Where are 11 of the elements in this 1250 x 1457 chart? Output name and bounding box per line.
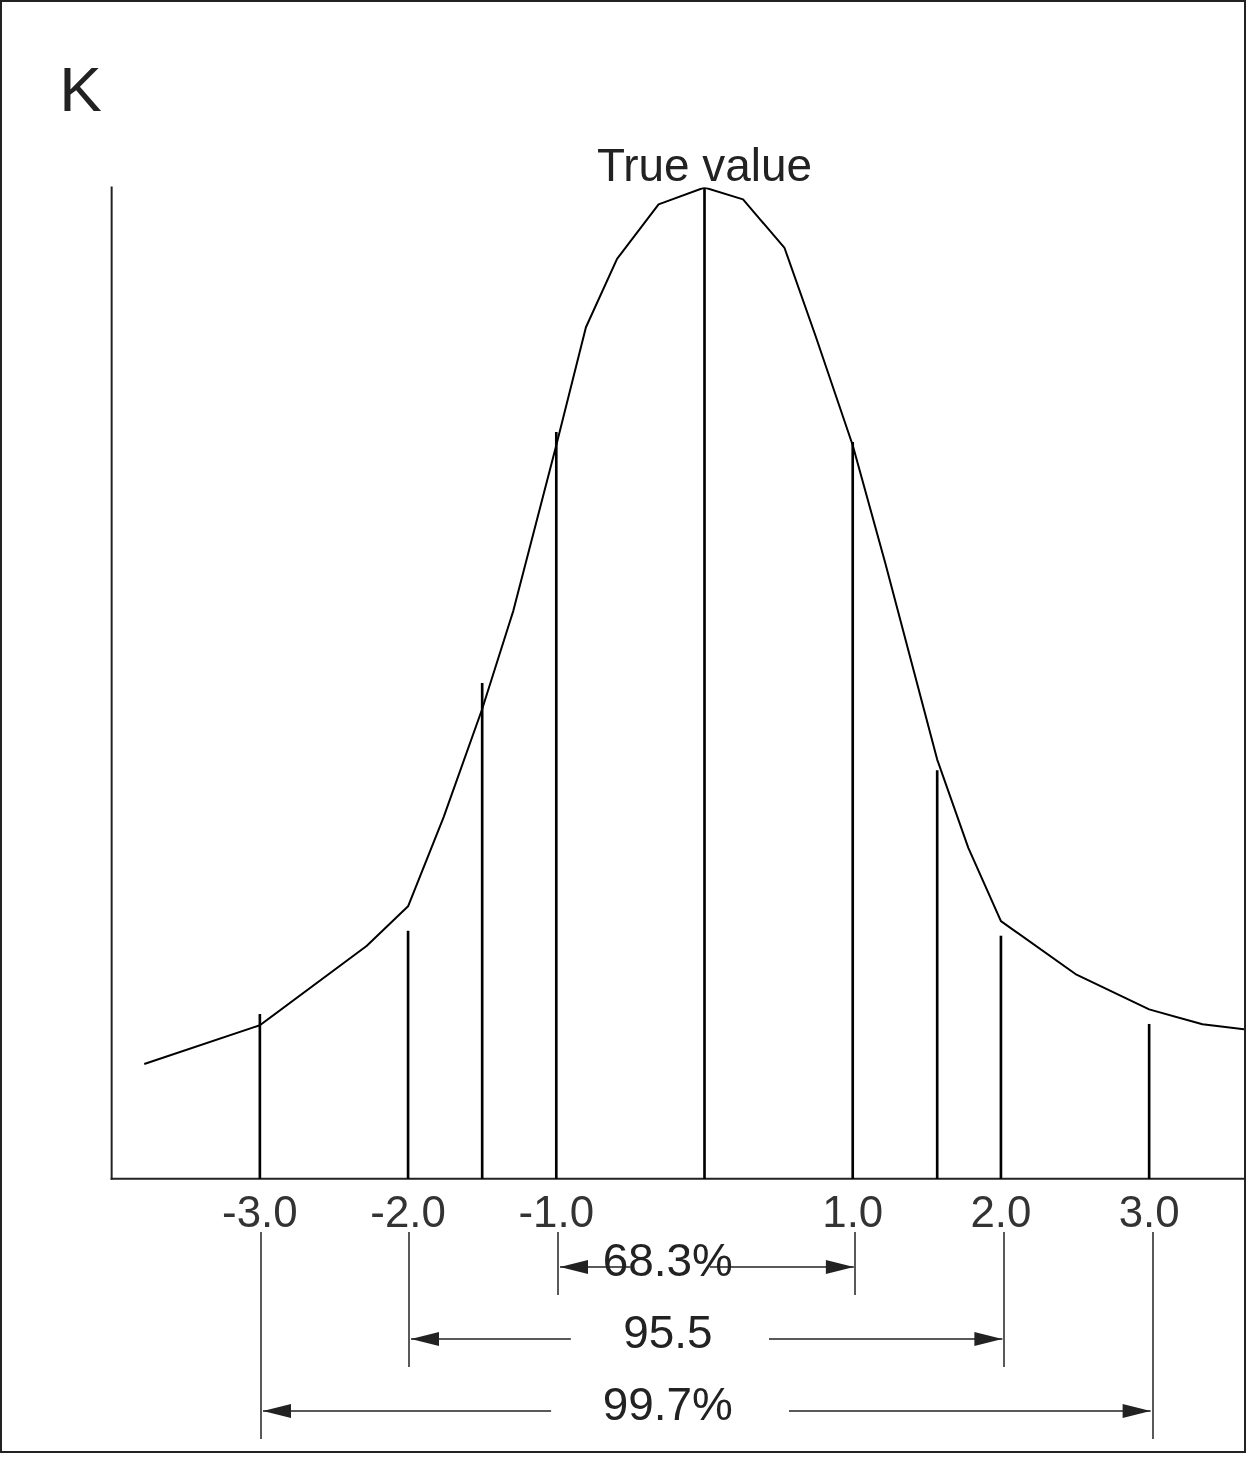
text: 95.5: [623, 1306, 713, 1359]
x-tick-label: 2.0: [970, 1187, 1032, 1237]
text: 99.7%: [602, 1377, 733, 1430]
y-axis-title: K: [59, 53, 102, 126]
x-tick-label: 3.0: [1118, 1187, 1180, 1237]
x-tick-label: 1.0: [822, 1187, 884, 1237]
x-tick-label: -2.0: [370, 1187, 446, 1237]
annotation: True value: [597, 139, 812, 192]
x-tick-label: -1.0: [518, 1187, 595, 1237]
x-tick-label: -3.0: [222, 1187, 298, 1237]
text: 68.3%: [602, 1234, 733, 1287]
